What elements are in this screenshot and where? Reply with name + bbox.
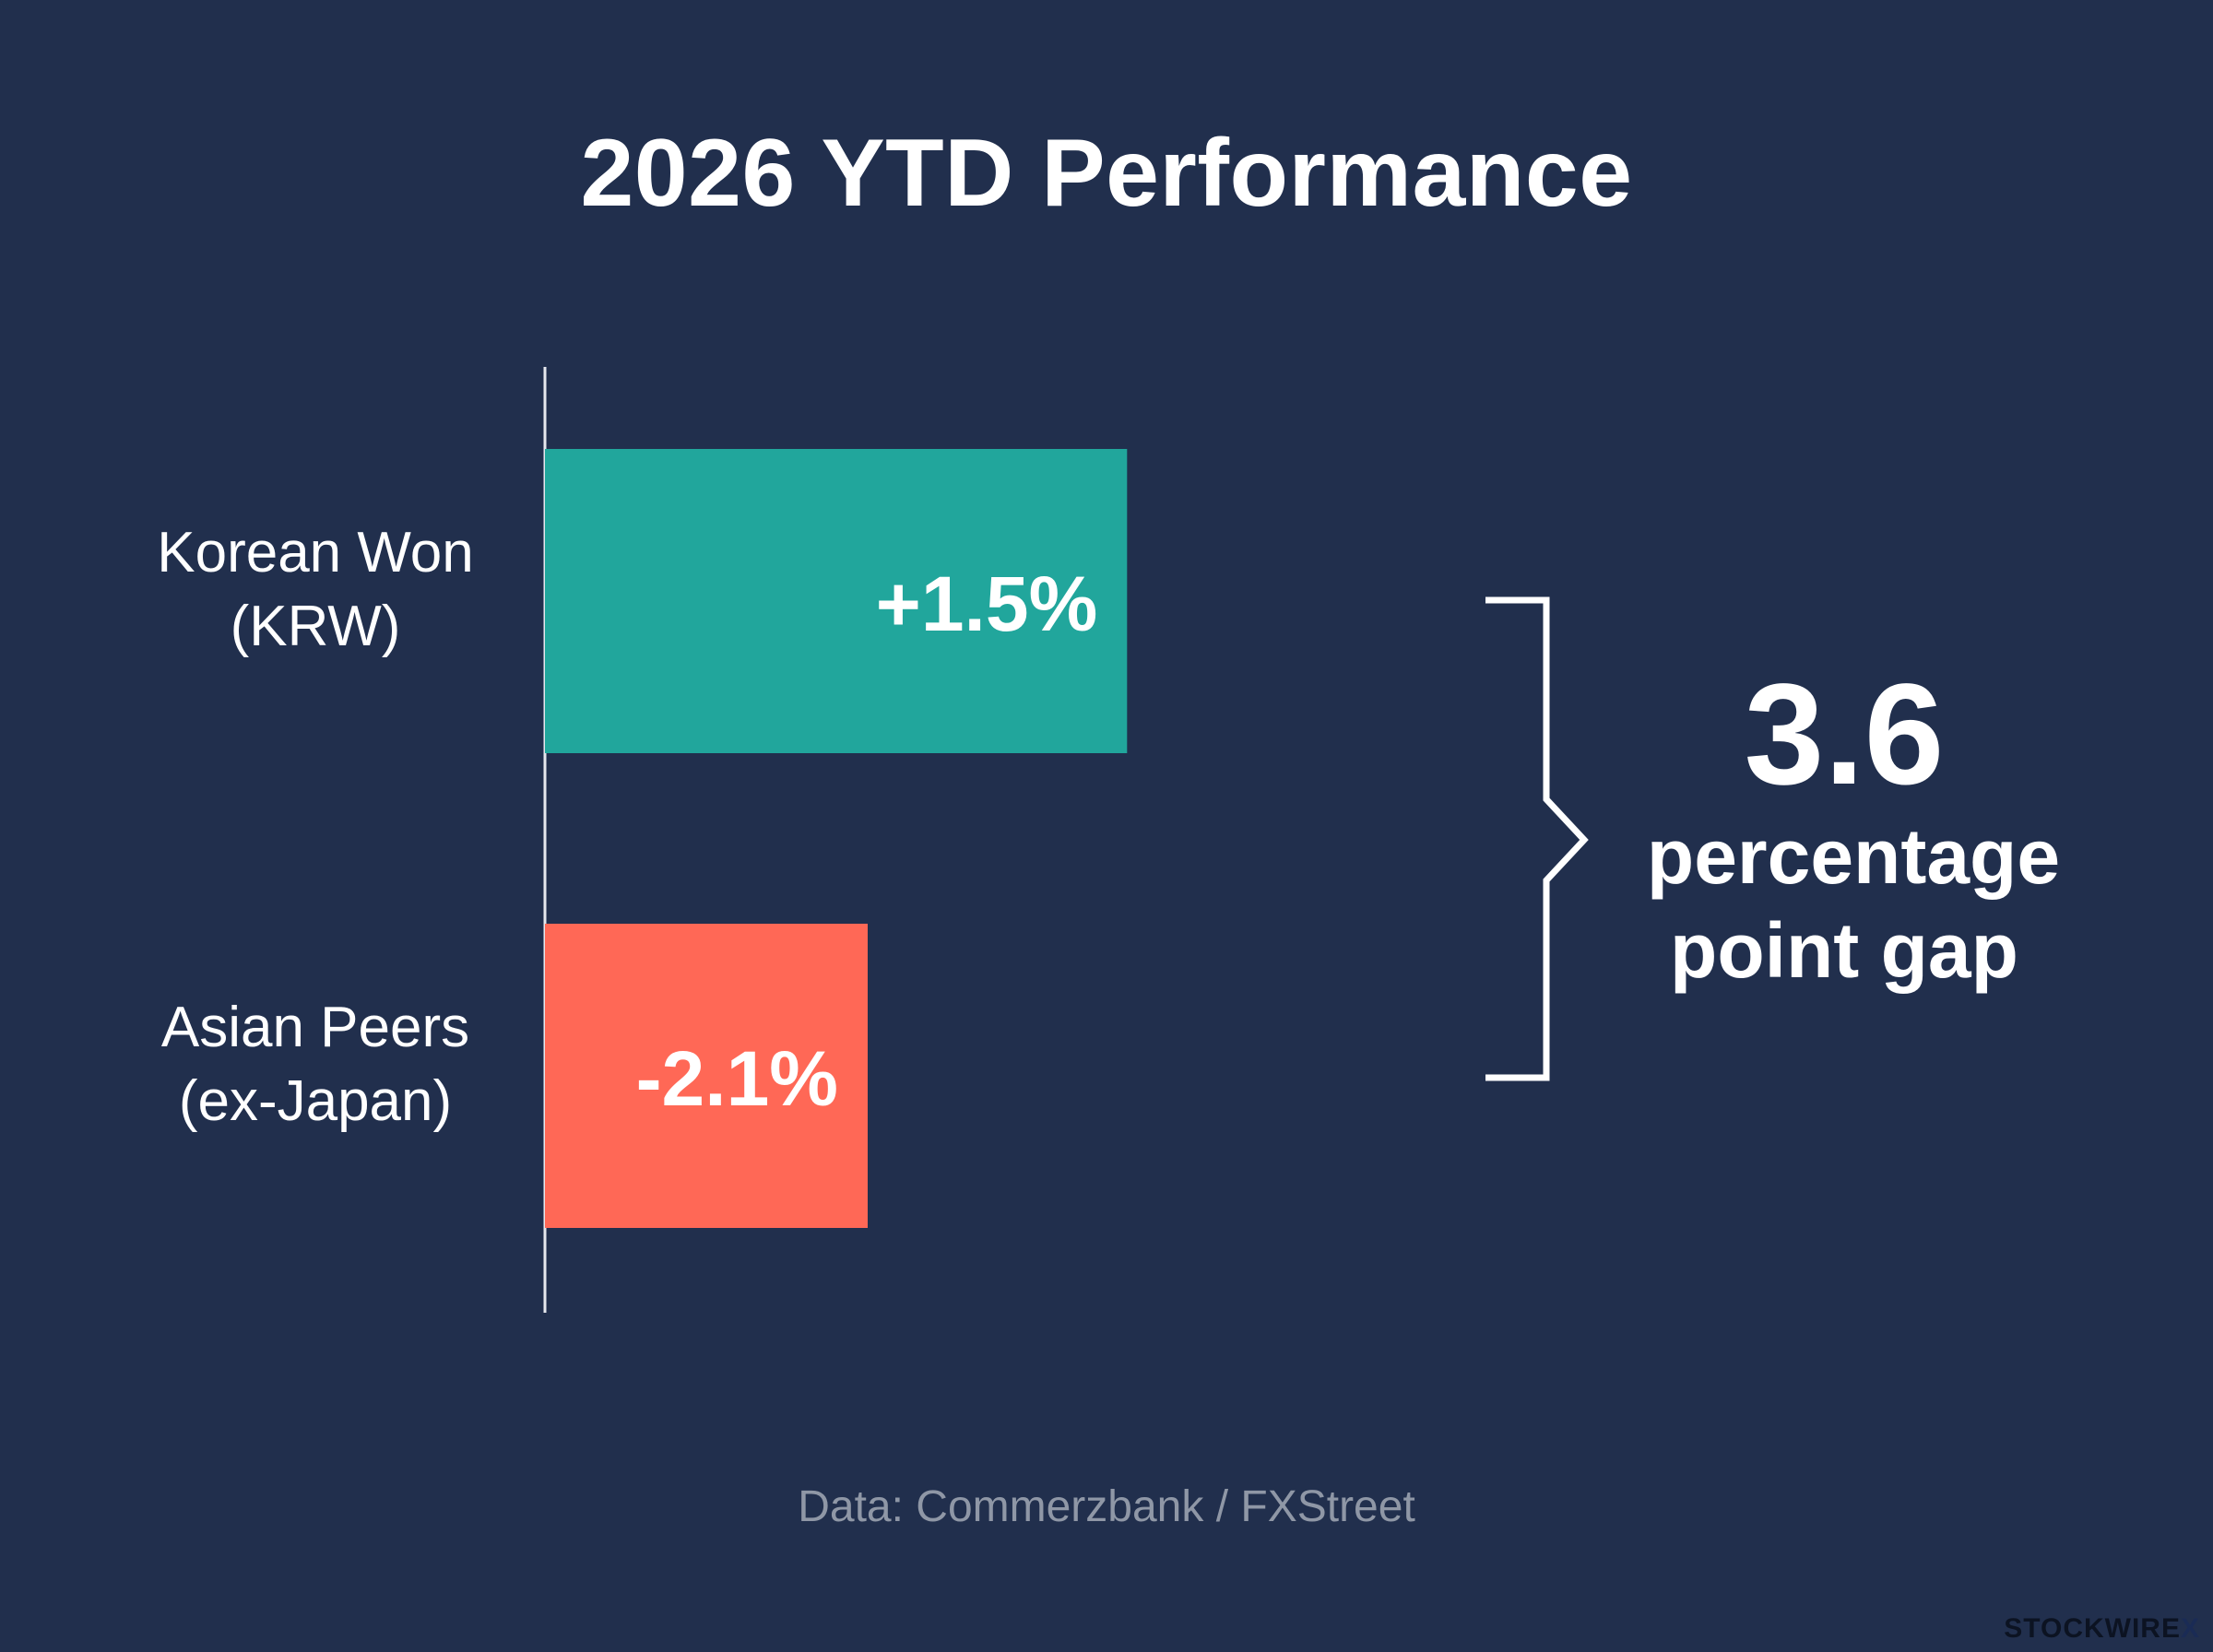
- category-label-0-line-0: Korean Won: [157, 521, 474, 584]
- bar-value-label-1: -2.1%: [636, 1035, 838, 1122]
- gap-value: 3.6: [1745, 655, 1945, 815]
- gap-label-line-2: point gap: [1670, 907, 2018, 994]
- brand-watermark: STOCKWIREX: [2004, 1613, 2200, 1645]
- bar-value-label-0: +1.5%: [876, 560, 1098, 647]
- gap-bracket: [1485, 596, 1589, 1081]
- brand-name: STOCKWIRE: [2004, 1613, 2181, 1644]
- brand-x-mark: X: [2180, 1613, 2200, 1644]
- gap-label-line-1: percentage: [1647, 813, 2060, 900]
- category-label-0-line-1: (KRW): [231, 595, 401, 658]
- category-label-1-line-0: Asian Peers: [161, 996, 469, 1059]
- bar-1: [545, 924, 868, 1228]
- chart-title: 2026 YTD Performance: [580, 120, 1633, 227]
- source-note: Data: Commerzbank / FXStreet: [798, 1482, 1415, 1531]
- bars-group: +1.5% Korean Won (KRW) -2.1% Asian Peers (ex-…: [157, 449, 1128, 1228]
- gap-annotation: 3.6 percentage point gap: [1647, 655, 2060, 994]
- bar-0: [545, 449, 1128, 753]
- category-label-1-line-1: (ex-Japan): [179, 1069, 452, 1133]
